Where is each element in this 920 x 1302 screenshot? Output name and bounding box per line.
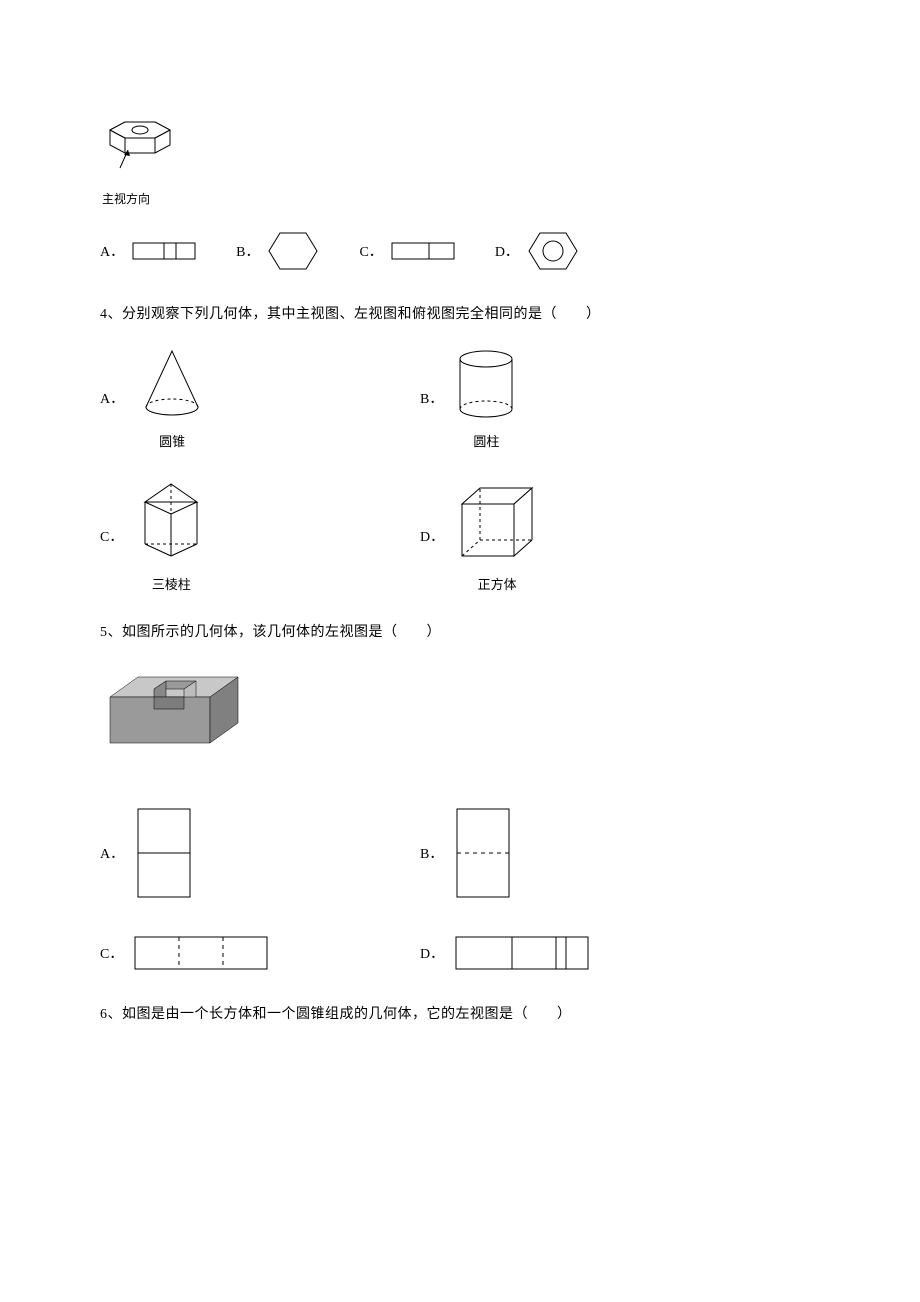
q5-text: 5、如图所示的几何体，该几何体的左视图是（ ） xyxy=(100,621,820,641)
q5-opt-d-svg xyxy=(452,931,592,975)
q4-row2: C． xyxy=(100,478,820,593)
q3-opt-a-svg xyxy=(132,237,196,265)
q5-row2: C． D． xyxy=(100,931,820,975)
q5-opt-c-svg xyxy=(131,931,271,975)
q3-opt-d-svg xyxy=(527,227,579,275)
q5-solid-svg xyxy=(100,663,250,763)
triprism-caption: 三棱柱 xyxy=(131,574,211,593)
q4-opt-b-label: B． xyxy=(420,388,443,408)
q5-opt-a[interactable]: A． xyxy=(100,803,380,903)
cube-svg xyxy=(452,478,542,568)
q3-opt-c-label: C． xyxy=(359,241,382,261)
hexnut-caption: 主视方向 xyxy=(102,190,820,207)
q5-opt-b-svg xyxy=(451,803,515,903)
q4-opt-b[interactable]: B． 圆柱 xyxy=(420,345,700,450)
cone-caption: 圆锥 xyxy=(132,431,212,450)
q4-opt-c-label: C． xyxy=(100,526,123,546)
triprism-svg xyxy=(131,478,211,568)
q4-opt-d-label: D． xyxy=(420,526,444,546)
q3-opt-d[interactable]: D． xyxy=(495,227,579,275)
q5-opt-c-label: C． xyxy=(100,943,123,963)
q3-opt-b[interactable]: B． xyxy=(236,227,319,275)
q4-opt-a[interactable]: A． 圆锥 xyxy=(100,345,380,450)
q5-opt-d[interactable]: D． xyxy=(420,931,700,975)
page: 主视方向 A． B． C． D． xyxy=(0,0,920,1105)
q5-opt-a-label: A． xyxy=(100,843,124,863)
q5-row1: A． B． xyxy=(100,803,820,903)
q3-opt-c[interactable]: C． xyxy=(359,237,454,265)
q4-text: 4、分别观察下列几何体，其中主视图、左视图和俯视图完全相同的是（ ） xyxy=(100,303,820,323)
q3-options: A． B． C． D． xyxy=(100,227,820,275)
q5-opt-b-label: B． xyxy=(420,843,443,863)
cylinder-caption: 圆柱 xyxy=(451,431,521,450)
q6-text: 6、如图是由一个长方体和一个圆锥组成的几何体，它的左视图是（ ） xyxy=(100,1003,820,1023)
cube-caption: 正方体 xyxy=(452,574,542,593)
q5-opt-c[interactable]: C． xyxy=(100,931,380,975)
hexnut-svg xyxy=(100,100,190,190)
q4-row1: A． 圆锥 B． xyxy=(100,345,820,450)
q4-opt-a-label: A． xyxy=(100,388,124,408)
q3-opt-a[interactable]: A． xyxy=(100,237,196,265)
q5-opt-d-label: D． xyxy=(420,943,444,963)
cylinder-svg xyxy=(451,345,521,425)
q3-opt-b-label: B． xyxy=(236,241,259,261)
q3-opt-d-label: D． xyxy=(495,241,519,261)
q4-opt-d[interactable]: D． 正方体 xyxy=(420,478,700,593)
q3-opt-c-svg xyxy=(391,237,455,265)
q4-opt-c[interactable]: C． xyxy=(100,478,380,593)
q3-opt-b-svg xyxy=(267,227,319,275)
q5-opt-b[interactable]: B． xyxy=(420,803,700,903)
q5-figure xyxy=(100,663,820,763)
q5-opt-a-svg xyxy=(132,803,196,903)
q3-figure-hexnut: 主视方向 xyxy=(100,100,820,207)
cone-svg xyxy=(132,345,212,425)
q3-opt-a-label: A． xyxy=(100,241,124,261)
